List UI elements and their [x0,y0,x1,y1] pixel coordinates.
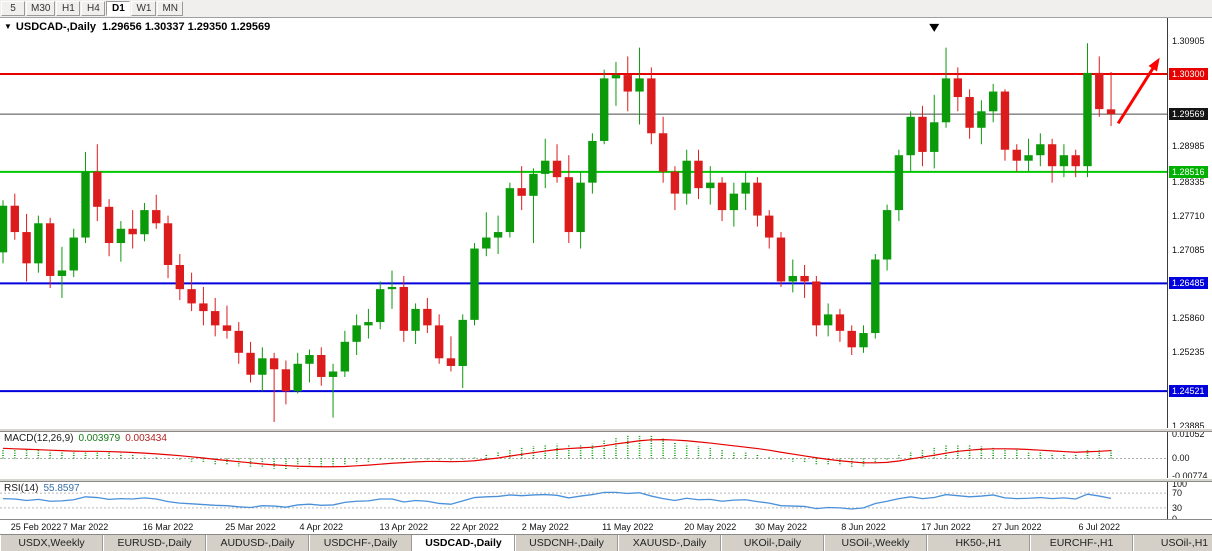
price-axis-label: 1.23885 [1172,421,1205,432]
date-axis-label: 8 Jun 2022 [841,522,886,532]
trend-arrow-head [1148,57,1160,72]
chart-tab-audusd-daily[interactable]: AUDUSD-,Daily [206,535,309,551]
rsi-value: 55.8597 [43,483,80,494]
price-axis-label: 1.25860 [1172,312,1205,323]
chart-ohlc-values: 1.29656 1.30337 1.29350 1.29569 [102,21,271,33]
chart-tab-usdx-weekly[interactable]: USDX,Weekly [0,535,103,551]
rsi-axis-label: 100 [1172,479,1188,489]
date-axis-label: 25 Mar 2022 [225,522,276,532]
horizontal-lines [0,72,1167,393]
price-axis[interactable]: 1.30905 1.28985 1.28335 1.27710 1.27085 1.258… [1167,18,1212,524]
price-badge: 1.28516 [1169,165,1208,178]
timeframe-button-M30[interactable]: M30 [26,1,56,16]
chart-tab-ukoil-daily[interactable]: UKOil-,Daily [721,535,824,551]
timeframe-button-5[interactable]: 5 [1,1,25,16]
triangle-marker[interactable] [929,23,940,32]
timeframe-button-H4[interactable]: H4 [81,1,106,16]
macd-indicator-label: MACD(12,26,9) 0.003979 0.003434 [4,433,172,444]
date-axis-label: 7 Mar 2022 [62,522,109,532]
macd-axis-label: -0.00774 [1172,471,1208,482]
date-axis-label: 4 Apr 2022 [299,522,344,532]
rsi-indicator-label: RSI(14) 55.8597 [4,483,85,494]
chart-tab-hk50-h1[interactable]: HK50-,H1 [927,535,1030,551]
macd-signal-line [2,438,1112,468]
date-axis-label: 17 Jun 2022 [921,522,971,532]
chart-area: ▼ USDCAD-,Daily 1.29656 1.30337 1.29350 1.… [0,18,1212,534]
macd-name: MACD(12,26,9) [4,433,74,444]
chart-menu-icon[interactable]: ▼ [4,22,12,31]
timeframe-toolbar: 5 M30 H1 H4 D1 W1 MN [0,0,1212,18]
trend-arrow-annotation[interactable] [1116,66,1156,125]
macd-panel-canvas[interactable] [0,432,1167,478]
price-axis-label: 1.28335 [1172,176,1205,187]
chart-tab-eurchf-h1[interactable]: EURCHF-,H1 [1030,535,1133,551]
chart-ohlc-title: ▼ USDCAD-,Daily 1.29656 1.30337 1.29350 1.… [4,21,270,33]
price-badge: 1.26485 [1169,277,1208,290]
price-axis-label: 1.30905 [1172,35,1205,46]
chart-tab-usoil-weekly[interactable]: USOil-,Weekly [824,535,927,551]
chart-tab-usdcad-daily[interactable]: USDCAD-,Daily [412,535,515,551]
chart-symbol-label: USDCAD-,Daily [15,21,96,33]
date-axis-label: 27 Jun 2022 [991,522,1042,532]
rsi-line [2,491,1112,510]
price-badge: 1.29569 [1169,108,1208,121]
date-axis-label: 11 May 2022 [602,522,654,532]
chart-tab-usdchf-daily[interactable]: USDCHF-,Daily [309,535,412,551]
chart-tab-usoil-h1[interactable]: USOil-,H1 [1133,535,1212,551]
panel-divider[interactable] [0,428,1212,432]
price-axis-label: 1.27710 [1172,211,1205,222]
timeframe-button-W1[interactable]: W1 [131,1,157,16]
price-axis-label: 1.28985 [1172,141,1205,152]
price-axis-label: 1.27085 [1172,245,1205,256]
date-axis-label: 13 Apr 2022 [379,522,429,532]
price-axis-label: 1.25235 [1172,346,1205,357]
macd-signal-value: 0.003434 [125,433,167,444]
date-axis-label: 16 Mar 2022 [142,522,194,532]
rsi-panel-canvas[interactable] [0,482,1167,519]
chart-tab-eurusd-daily[interactable]: EURUSD-,Daily [103,535,206,551]
price-badge: 1.30300 [1169,67,1208,80]
macd-axis-label: 0.01052 [1172,429,1205,440]
date-axis-label: 20 May 2022 [684,522,737,532]
chart-tabs-bar: USDX,Weekly EURUSD-,Daily AUDUSD-,Daily USD… [0,534,1212,551]
date-axis-label: 2 May 2022 [521,522,569,532]
panel-divider[interactable] [0,478,1212,482]
rsi-axis-label: 30 [1172,502,1183,513]
date-axis-label: 30 May 2022 [754,522,808,532]
macd-axis-label: 0.00 [1172,453,1190,464]
date-axis-label: 25 Feb 2022 [10,522,62,532]
time-axis[interactable]: 25 Feb 2022 7 Mar 2022 16 Mar 2022 25 Mar 2… [0,519,1212,534]
date-axis-label: 22 Apr 2022 [450,522,499,532]
price-chart-canvas[interactable] [0,18,1167,428]
timeframe-button-H1[interactable]: H1 [56,1,81,16]
candlesticks [0,43,1116,422]
price-badge: 1.24521 [1169,385,1208,398]
rsi-axis-label: 70 [1172,488,1183,499]
timeframe-button-MN[interactable]: MN [157,1,184,16]
macd-main-value: 0.003979 [78,433,121,444]
timeframe-button-D1[interactable]: D1 [106,1,131,16]
date-axis-label: 6 Jul 2022 [1078,522,1121,532]
chart-tab-usdcnh-daily[interactable]: USDCNH-,Daily [515,535,618,551]
rsi-name: RSI(14) [4,483,39,494]
chart-tab-xauusd-daily[interactable]: XAUUSD-,Daily [618,535,721,551]
